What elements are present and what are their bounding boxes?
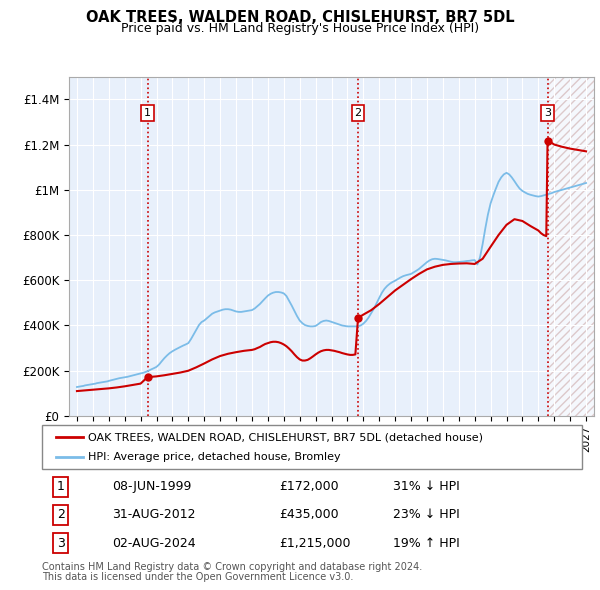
Text: 31% ↓ HPI: 31% ↓ HPI (393, 480, 460, 493)
Text: 1: 1 (144, 108, 151, 118)
Text: Price paid vs. HM Land Registry's House Price Index (HPI): Price paid vs. HM Land Registry's House … (121, 22, 479, 35)
Text: OAK TREES, WALDEN ROAD, CHISLEHURST, BR7 5DL: OAK TREES, WALDEN ROAD, CHISLEHURST, BR7… (86, 10, 514, 25)
Text: 08-JUN-1999: 08-JUN-1999 (112, 480, 191, 493)
Text: 31-AUG-2012: 31-AUG-2012 (112, 508, 196, 522)
Text: £1,215,000: £1,215,000 (280, 536, 351, 549)
Text: 1: 1 (57, 480, 65, 493)
Text: 23% ↓ HPI: 23% ↓ HPI (393, 508, 460, 522)
Text: 2: 2 (355, 108, 362, 118)
Text: 02-AUG-2024: 02-AUG-2024 (112, 536, 196, 549)
Text: 2: 2 (57, 508, 65, 522)
Text: HPI: Average price, detached house, Bromley: HPI: Average price, detached house, Brom… (88, 452, 341, 461)
Text: 3: 3 (544, 108, 551, 118)
Text: 19% ↑ HPI: 19% ↑ HPI (393, 536, 460, 549)
Bar (549, 77, 594, 416)
Text: This data is licensed under the Open Government Licence v3.0.: This data is licensed under the Open Gov… (42, 572, 353, 582)
Text: Contains HM Land Registry data © Crown copyright and database right 2024.: Contains HM Land Registry data © Crown c… (42, 562, 422, 572)
Text: 3: 3 (57, 536, 65, 549)
Text: £435,000: £435,000 (280, 508, 339, 522)
Text: £172,000: £172,000 (280, 480, 339, 493)
Text: OAK TREES, WALDEN ROAD, CHISLEHURST, BR7 5DL (detached house): OAK TREES, WALDEN ROAD, CHISLEHURST, BR7… (88, 432, 483, 442)
